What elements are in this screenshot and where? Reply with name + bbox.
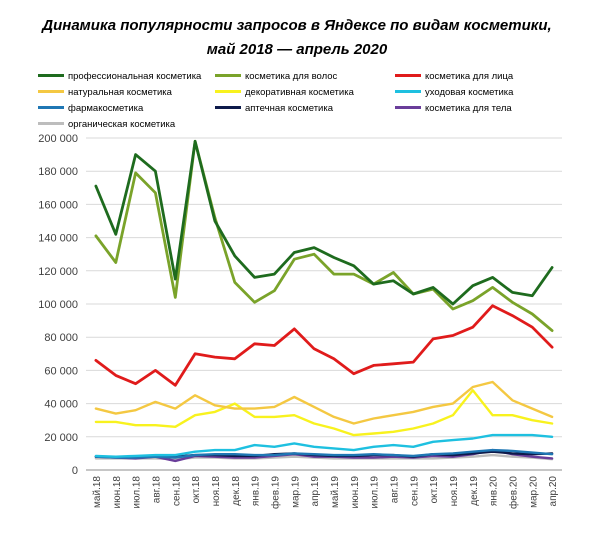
legend-item: натуральная косметика bbox=[38, 86, 172, 100]
x-tick-label: окт.19 bbox=[429, 476, 440, 504]
x-tick-label: дек.18 bbox=[231, 476, 242, 506]
x-tick-label: ноя.18 bbox=[211, 476, 222, 507]
legend-item: фармакосметика bbox=[38, 102, 143, 116]
legend-swatch bbox=[395, 105, 421, 109]
legend-label: органическая косметика bbox=[68, 119, 176, 130]
x-tick-label: янв.20 bbox=[489, 476, 500, 507]
legend-item: декоративная косметика bbox=[215, 86, 354, 100]
x-tick-label: июн.19 bbox=[350, 476, 361, 509]
legend-swatch bbox=[215, 73, 241, 77]
series-line bbox=[94, 304, 554, 387]
series-line bbox=[94, 380, 554, 425]
x-tick-label: июн.18 bbox=[112, 476, 123, 509]
legend-label: аптечная косметика bbox=[245, 103, 334, 114]
legend-swatch bbox=[395, 89, 421, 93]
series-line bbox=[94, 139, 554, 333]
series-line bbox=[94, 433, 554, 458]
y-tick-label: 140 000 bbox=[38, 233, 78, 245]
legend-item: аптечная косметика bbox=[215, 102, 333, 116]
x-tick-label: июл.19 bbox=[370, 476, 381, 509]
legend-label: уходовая косметика bbox=[425, 87, 514, 98]
x-tick-label: май.19 bbox=[330, 476, 341, 508]
legend-label: фармакосметика bbox=[68, 103, 144, 114]
legend-item: органическая косметика bbox=[38, 118, 175, 132]
y-tick-label: 200 000 bbox=[38, 133, 78, 145]
legend-swatch bbox=[215, 105, 241, 109]
legend-swatch bbox=[215, 89, 241, 93]
x-tick-label: мар.19 bbox=[290, 476, 301, 508]
x-tick-label: авг.19 bbox=[389, 476, 400, 504]
x-tick-label: янв.19 bbox=[251, 476, 262, 507]
x-tick-label: апр.19 bbox=[310, 476, 321, 507]
legend-label: декоративная косметика bbox=[245, 87, 354, 98]
series-line bbox=[94, 448, 554, 459]
x-tick-label: дек.19 bbox=[469, 476, 480, 506]
legend-swatch bbox=[38, 121, 64, 125]
x-tick-label: май.18 bbox=[92, 476, 103, 508]
legend-label: профессиональная косметика bbox=[68, 71, 202, 82]
y-tick-label: 180 000 bbox=[38, 166, 78, 178]
legend-item: уходовая косметика bbox=[395, 86, 513, 100]
legend-item: профессиональная косметика bbox=[38, 70, 201, 84]
x-tick-label: апр.20 bbox=[548, 476, 559, 507]
y-tick-label: 60 000 bbox=[44, 365, 78, 377]
legend-item: косметика для лица bbox=[395, 70, 513, 84]
x-tick-label: фев.20 bbox=[507, 476, 519, 509]
legend-label: косметика для лица bbox=[425, 71, 514, 82]
y-tick-label: 0 bbox=[72, 465, 78, 477]
y-tick-label: 160 000 bbox=[38, 199, 78, 211]
y-tick-label: 80 000 bbox=[44, 332, 78, 344]
y-tick-label: 120 000 bbox=[38, 266, 78, 278]
legend-item: косметика для волос bbox=[215, 70, 337, 84]
y-tick-label: 20 000 bbox=[44, 432, 78, 444]
legend-label: косметика для волос bbox=[245, 71, 338, 82]
y-tick-label: 40 000 bbox=[44, 399, 78, 411]
x-tick-label: сен.19 bbox=[409, 476, 420, 506]
x-tick-label: фев.19 bbox=[269, 476, 281, 509]
x-tick-label: авг.18 bbox=[151, 476, 162, 504]
series-line bbox=[94, 389, 554, 437]
legend-label: натуральная косметика bbox=[68, 87, 172, 98]
legend-swatch bbox=[38, 89, 64, 93]
x-tick-label: июл.18 bbox=[132, 476, 143, 509]
legend-item: косметика для тела bbox=[395, 102, 512, 116]
y-tick-label: 100 000 bbox=[38, 299, 78, 311]
legend-swatch bbox=[38, 73, 64, 77]
x-tick-label: мар.20 bbox=[528, 476, 539, 508]
legend-swatch bbox=[38, 105, 64, 109]
legend-swatch bbox=[395, 73, 421, 77]
x-tick-label: ноя.19 bbox=[449, 476, 460, 507]
x-tick-label: окт.18 bbox=[191, 476, 202, 504]
chart-title: Динамика популярности запросов в Яндексе… bbox=[42, 17, 552, 34]
x-tick-label: сен.18 bbox=[171, 476, 182, 506]
legend-label: косметика для тела bbox=[425, 103, 512, 114]
chart-subtitle: май 2018 — апрель 2020 bbox=[206, 41, 388, 58]
series-line bbox=[94, 139, 554, 306]
